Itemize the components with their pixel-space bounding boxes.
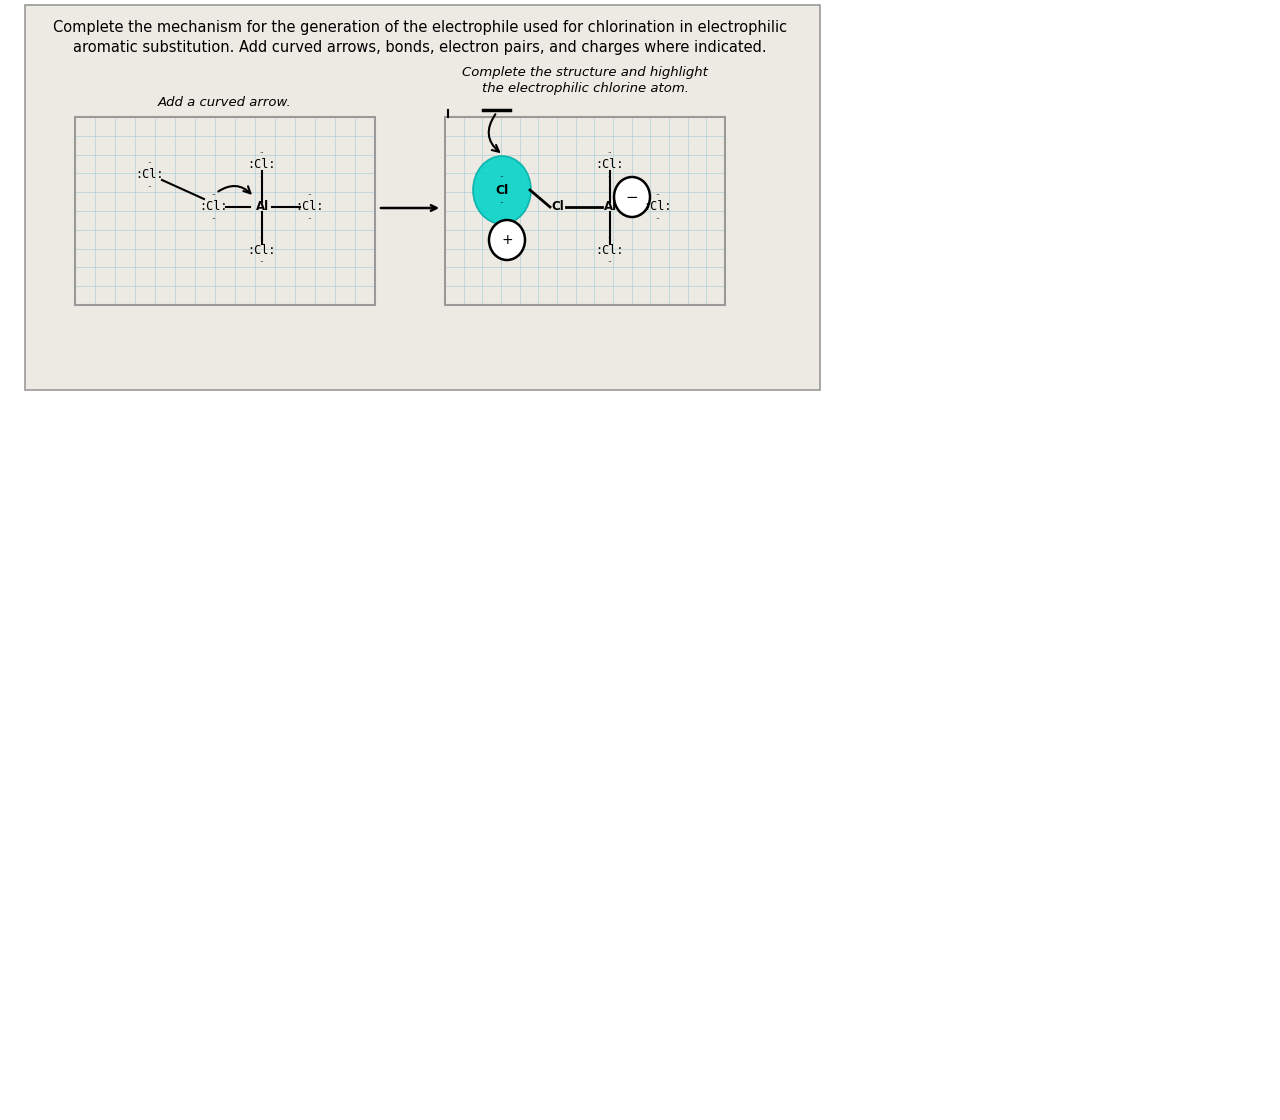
Text: :Cl:: :Cl: xyxy=(248,159,276,171)
Text: ··: ·· xyxy=(211,216,216,222)
Text: ··: ·· xyxy=(211,192,216,198)
Text: :Cl:: :Cl: xyxy=(595,159,625,171)
Text: ··: ·· xyxy=(260,174,264,180)
Text: :Cl:: :Cl: xyxy=(200,200,228,214)
Text: Add a curved arrow.: Add a curved arrow. xyxy=(159,96,292,109)
FancyArrowPatch shape xyxy=(219,186,251,194)
Text: :Cl:: :Cl: xyxy=(595,243,625,256)
Text: ··: ·· xyxy=(499,174,504,180)
Ellipse shape xyxy=(474,156,531,224)
Text: Al: Al xyxy=(603,200,617,214)
Text: ··: ·· xyxy=(499,200,504,206)
Text: Complete the structure and highlight
the electrophilic chlorine atom.: Complete the structure and highlight the… xyxy=(462,66,708,95)
Text: −: − xyxy=(626,189,639,205)
Bar xyxy=(76,116,375,305)
Text: ··: ·· xyxy=(608,174,612,180)
Text: ··: ·· xyxy=(608,150,612,156)
Text: :Cl:: :Cl: xyxy=(136,168,164,181)
Text: ··: ·· xyxy=(260,259,264,265)
Text: ··: ·· xyxy=(260,150,264,156)
Text: :Cl:: :Cl: xyxy=(248,243,276,256)
Text: Cl: Cl xyxy=(552,200,564,214)
Text: :Cl:: :Cl: xyxy=(296,200,324,214)
Text: ··: ·· xyxy=(147,160,152,166)
Text: ··: ·· xyxy=(608,235,612,241)
Ellipse shape xyxy=(489,220,525,260)
Text: ··: ·· xyxy=(260,235,264,241)
Bar xyxy=(26,4,820,390)
Text: ··: ·· xyxy=(147,184,152,190)
Bar xyxy=(445,116,724,305)
Text: :Cl:: :Cl: xyxy=(644,200,672,214)
Text: ··: ·· xyxy=(655,216,660,222)
Ellipse shape xyxy=(614,177,650,217)
Text: ··: ·· xyxy=(608,259,612,265)
Text: ··: ·· xyxy=(307,216,312,222)
Text: Complete the mechanism for the generation of the electrophile used for chlorinat: Complete the mechanism for the generatio… xyxy=(52,20,787,55)
Text: +: + xyxy=(502,233,513,248)
FancyArrowPatch shape xyxy=(489,114,499,152)
Text: ··: ·· xyxy=(307,192,312,198)
Text: Al: Al xyxy=(256,200,269,214)
Text: Cl: Cl xyxy=(495,184,508,196)
Text: ··: ·· xyxy=(655,192,660,198)
